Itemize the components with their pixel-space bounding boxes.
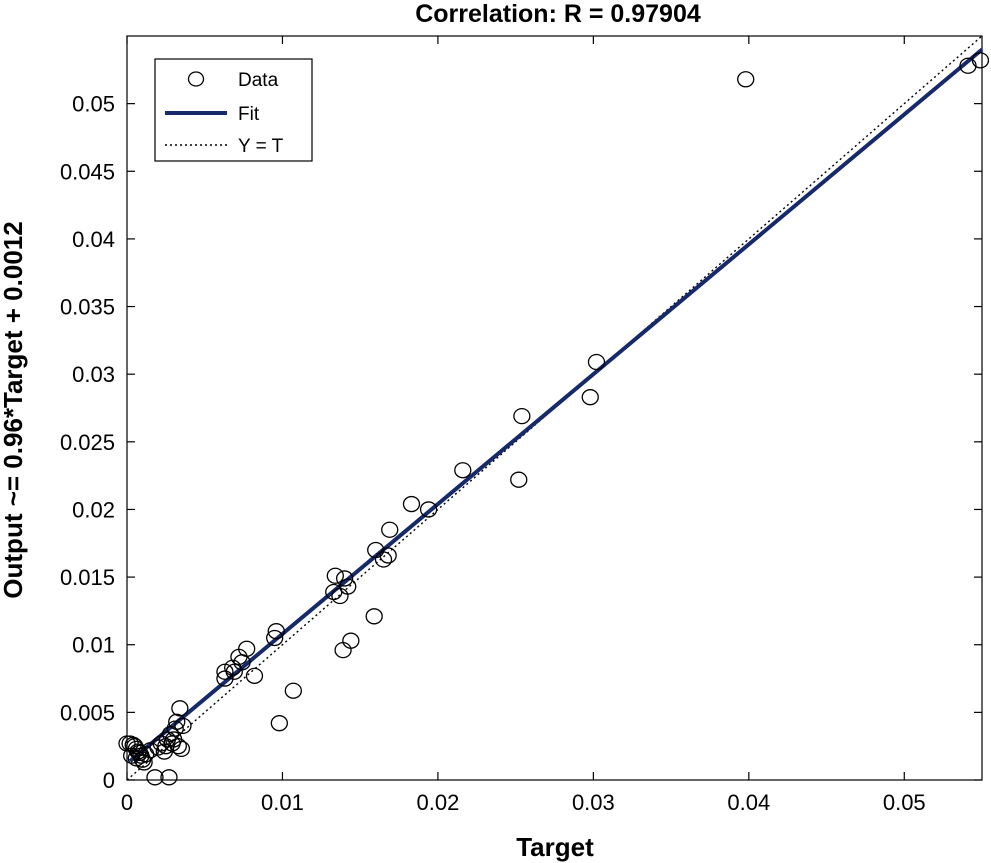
legend-data-marker-icon (187, 71, 205, 87)
data-points (118, 52, 990, 786)
x-axis-title: Target (516, 832, 594, 862)
x-axis-ticks: 0 0.01 0.02 0.03 0.04 0.05 (121, 36, 926, 815)
y-tick-label: 0.035 (60, 295, 115, 320)
x-tick-label: 0.03 (572, 790, 615, 815)
data-point (152, 735, 170, 752)
x-tick-label: 0.02 (416, 790, 459, 815)
lines-layer (126, 35, 984, 781)
data-point (166, 720, 184, 737)
data-point (510, 471, 528, 488)
data-point (402, 495, 421, 513)
data-point (270, 715, 288, 732)
x-tick-label: 0.01 (261, 790, 304, 815)
data-point (267, 623, 285, 640)
x-tick-label: 0.04 (727, 790, 770, 815)
data-point (454, 462, 472, 479)
data-point (146, 769, 164, 786)
data-point (342, 632, 360, 649)
y-tick-label: 0.025 (60, 430, 115, 455)
data-point (374, 551, 393, 568)
data-point (160, 769, 178, 786)
y-tick-label: 0.04 (72, 227, 115, 252)
data-point (266, 629, 284, 647)
data-point (379, 547, 397, 564)
data-point (959, 57, 977, 74)
data-point (365, 608, 383, 625)
y-tick-label: 0.05 (72, 92, 115, 117)
data-point (513, 407, 531, 425)
y-axis-title: Output ~= 0.96*Target + 0.0012 (0, 221, 28, 598)
y-tick-label: 0.01 (72, 633, 115, 658)
data-point (326, 567, 344, 584)
y-tick-label: 0.02 (72, 497, 115, 522)
data-point (168, 713, 186, 730)
data-point (284, 682, 302, 699)
legend-label-data: Data (238, 70, 279, 91)
data-point (339, 578, 357, 595)
y-tick-label: 0.03 (72, 362, 115, 387)
data-point (737, 71, 755, 88)
data-point (171, 700, 189, 717)
legend-label-fit: Fit (238, 104, 260, 125)
chart-title: Correlation: R = 0.97904 (415, 0, 701, 28)
data-point (581, 389, 599, 406)
y-tick-label: 0.005 (60, 700, 115, 725)
x-tick-label: 0.05 (883, 790, 926, 815)
data-point (381, 521, 399, 538)
data-point (172, 740, 191, 758)
fit-line (128, 47, 984, 763)
y-tick-label: 0 (103, 768, 115, 793)
y-tick-label: 0.015 (60, 565, 115, 590)
y-axis-ticks: 0 0.005 0.01 0.015 0.02 0.025 0.03 0.035 0.04 0.0… (60, 92, 982, 793)
data-point (419, 501, 438, 518)
y-tick-label: 0.045 (60, 159, 115, 184)
x-tick-label: 0 (121, 790, 133, 815)
data-point (169, 738, 187, 755)
data-point (174, 717, 192, 735)
legend: Data Fit Y = T (154, 58, 313, 162)
data-point (245, 667, 264, 684)
data-point (335, 570, 354, 587)
data-point (129, 743, 147, 760)
data-point (587, 353, 606, 371)
data-point (971, 52, 990, 69)
legend-label-identity: Y = T (238, 136, 284, 157)
legend-box (154, 58, 313, 162)
data-point (238, 640, 256, 657)
